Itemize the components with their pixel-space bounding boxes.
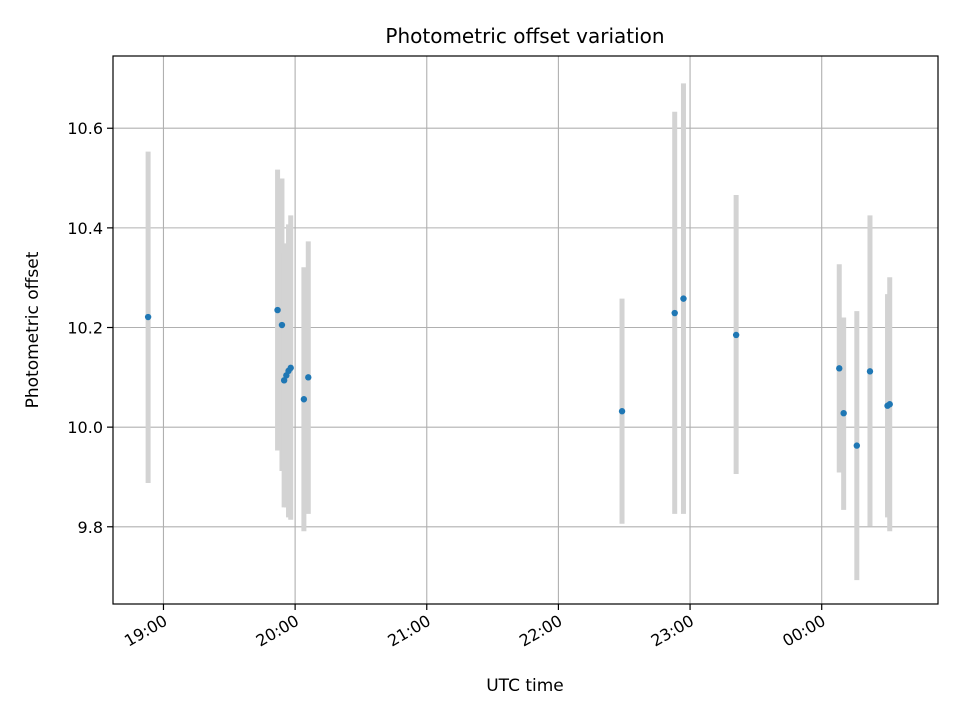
x-tick-label: 21:00 [384, 611, 433, 651]
data-point [853, 442, 861, 449]
data-point [836, 365, 843, 372]
y-tick-label: 10.2 [67, 319, 103, 338]
data-point [671, 309, 678, 317]
data-point [144, 313, 152, 321]
data-point [280, 377, 288, 384]
x-tick-label: 00:00 [779, 611, 828, 651]
chart-title: Photometric offset variation [385, 24, 664, 48]
x-tick-label: 22:00 [516, 611, 565, 651]
x-axis-label: UTC time [486, 676, 564, 696]
error-bars [145, 83, 893, 581]
data-point [680, 295, 687, 302]
y-tick-label: 10.6 [67, 119, 103, 138]
data-point [278, 321, 286, 329]
data-point [618, 408, 626, 415]
x-axis-ticks: 19:00 20:00 21:00 22:00 23:00 00:00 [121, 604, 829, 651]
data-point [287, 364, 294, 372]
y-tick-label: 9.8 [78, 518, 103, 537]
data-point [274, 306, 281, 314]
x-tick-label: 23:00 [648, 611, 697, 651]
x-tick-label: 20:00 [253, 611, 302, 651]
data-point [300, 396, 308, 403]
data-point [840, 409, 847, 417]
plot-frame [112, 55, 939, 605]
y-tick-label: 10.0 [67, 418, 103, 437]
y-axis-ticks: 9.8 10.0 10.2 10.4 10.6 [67, 119, 113, 537]
data-point [886, 401, 893, 408]
y-axis-label: Photometric offset [23, 251, 43, 408]
data-point [732, 331, 740, 339]
x-tick-label: 19:00 [121, 611, 170, 651]
data-point [305, 374, 312, 381]
data-points [144, 295, 893, 449]
y-tick-label: 10.4 [67, 219, 103, 238]
grid [113, 56, 938, 604]
data-point [866, 368, 874, 375]
